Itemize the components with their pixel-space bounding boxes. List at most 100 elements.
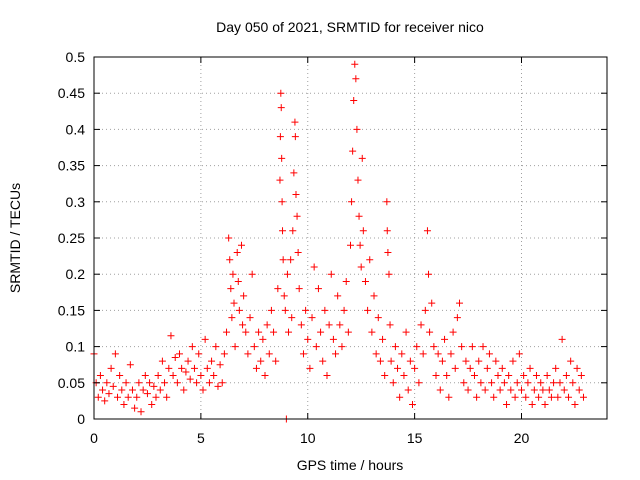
data-point bbox=[190, 364, 198, 372]
data-point bbox=[327, 270, 335, 278]
data-point bbox=[270, 328, 278, 336]
data-point bbox=[135, 379, 143, 387]
data-point bbox=[171, 353, 179, 361]
data-point bbox=[321, 306, 329, 314]
data-point bbox=[118, 386, 126, 394]
data-point bbox=[342, 277, 350, 285]
data-point bbox=[165, 364, 173, 372]
data-point bbox=[248, 270, 256, 278]
x-tick-label: 15 bbox=[407, 430, 423, 446]
data-point bbox=[105, 390, 113, 398]
data-point bbox=[178, 364, 186, 372]
data-point bbox=[288, 314, 296, 322]
y-tick-label: 0.1 bbox=[66, 339, 86, 355]
data-point bbox=[483, 364, 491, 372]
data-point bbox=[488, 379, 496, 387]
y-tick-label: 0.25 bbox=[58, 230, 85, 246]
data-point bbox=[462, 357, 470, 365]
data-point bbox=[267, 306, 275, 314]
data-point bbox=[218, 379, 226, 387]
data-point bbox=[425, 270, 433, 278]
data-point bbox=[329, 335, 337, 343]
y-tick-label: 0.3 bbox=[66, 194, 86, 210]
data-point bbox=[361, 277, 369, 285]
data-point bbox=[279, 256, 287, 264]
data-point bbox=[230, 299, 238, 307]
data-point bbox=[203, 364, 211, 372]
data-point bbox=[421, 306, 429, 314]
axis-ticks: 0 0.05 0.1 0.15 0.2 0.25 0.3 0.35 0.4 0.45 0.5 0 5 10… bbox=[58, 49, 607, 446]
data-point bbox=[385, 270, 393, 278]
data-point bbox=[547, 393, 555, 401]
data-point bbox=[137, 408, 145, 416]
data-point bbox=[285, 328, 293, 336]
data-point bbox=[229, 270, 237, 278]
data-point bbox=[477, 379, 485, 387]
data-point bbox=[552, 364, 560, 372]
data-point bbox=[109, 382, 117, 390]
data-point bbox=[133, 393, 141, 401]
data-point bbox=[139, 386, 147, 394]
data-point bbox=[394, 364, 402, 372]
data-point bbox=[278, 154, 286, 162]
data-point bbox=[295, 285, 303, 293]
data-point bbox=[314, 285, 322, 293]
data-point bbox=[364, 306, 372, 314]
chart-title: Day 050 of 2021, SRMTID for receiver nic… bbox=[216, 19, 484, 35]
data-point bbox=[290, 169, 298, 177]
data-point bbox=[524, 379, 532, 387]
data-point bbox=[163, 393, 171, 401]
data-point bbox=[430, 343, 438, 351]
data-point bbox=[272, 357, 280, 365]
data-point bbox=[535, 393, 543, 401]
data-point bbox=[451, 364, 459, 372]
data-point bbox=[257, 357, 265, 365]
data-point bbox=[473, 393, 481, 401]
y-axis-label: SRMTID / TECUs bbox=[7, 183, 23, 293]
data-point bbox=[291, 118, 299, 126]
data-point bbox=[507, 386, 515, 394]
data-point bbox=[368, 328, 376, 336]
data-point bbox=[101, 397, 109, 405]
data-point bbox=[350, 96, 358, 104]
data-point bbox=[498, 364, 506, 372]
data-point bbox=[438, 357, 446, 365]
data-point bbox=[234, 277, 242, 285]
data-point bbox=[349, 147, 357, 155]
data-point bbox=[302, 306, 310, 314]
data-point bbox=[182, 368, 190, 376]
data-point bbox=[131, 404, 139, 412]
data-point bbox=[532, 372, 540, 380]
data-point bbox=[571, 401, 579, 409]
y-tick-label: 0.15 bbox=[58, 302, 85, 318]
data-point bbox=[344, 328, 352, 336]
data-point bbox=[384, 248, 392, 256]
data-point bbox=[500, 379, 508, 387]
data-point bbox=[332, 350, 340, 358]
data-point bbox=[541, 401, 549, 409]
data-point bbox=[386, 321, 394, 329]
data-point bbox=[126, 361, 134, 369]
data-point bbox=[509, 357, 517, 365]
data-point bbox=[306, 364, 314, 372]
data-point bbox=[577, 372, 585, 380]
data-point bbox=[449, 328, 457, 336]
data-point bbox=[276, 133, 284, 141]
data-point bbox=[481, 386, 489, 394]
data-point bbox=[173, 379, 181, 387]
data-point bbox=[154, 372, 162, 380]
data-point bbox=[520, 372, 528, 380]
data-point bbox=[304, 335, 312, 343]
data-point bbox=[408, 401, 416, 409]
x-axis-label: GPS time / hours bbox=[297, 457, 404, 473]
data-point bbox=[366, 256, 374, 264]
data-point bbox=[575, 386, 583, 394]
data-point bbox=[227, 285, 235, 293]
y-tick-label: 0.05 bbox=[58, 375, 85, 391]
data-point bbox=[246, 314, 254, 322]
data-point bbox=[263, 321, 271, 329]
data-point bbox=[167, 332, 175, 340]
data-point bbox=[292, 191, 300, 199]
data-point bbox=[434, 350, 442, 358]
data-point bbox=[567, 357, 575, 365]
